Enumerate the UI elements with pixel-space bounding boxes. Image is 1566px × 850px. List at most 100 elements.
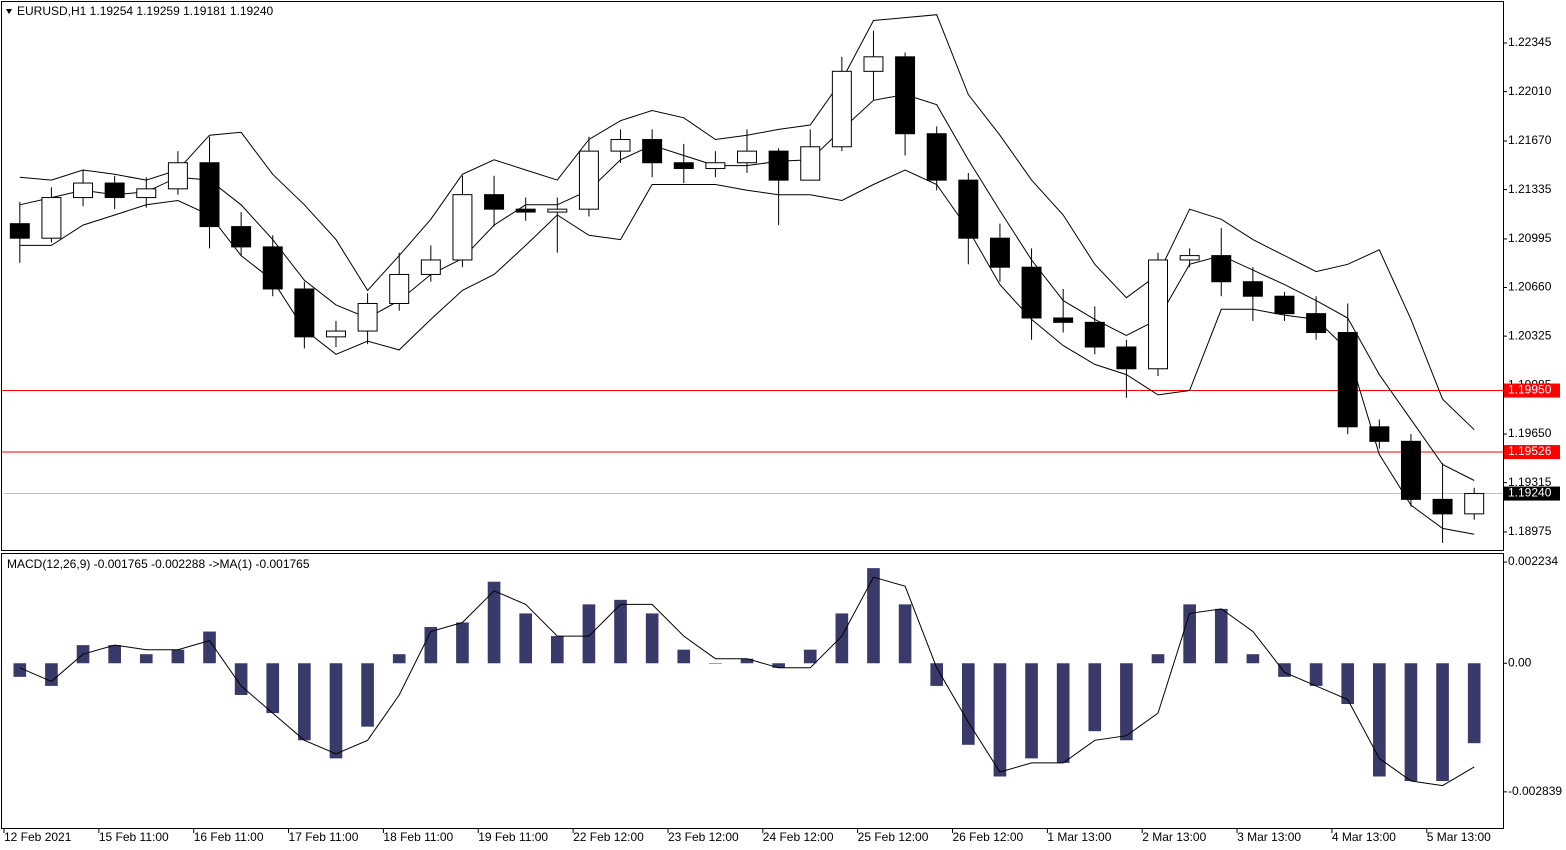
macd-bar	[1467, 663, 1481, 744]
x-tick-label: 19 Feb 11:00	[478, 830, 548, 844]
macd-bar	[266, 663, 280, 714]
macd-bar	[424, 627, 438, 664]
macd-bar	[1341, 663, 1355, 705]
candle-body	[1148, 259, 1169, 370]
candle-body	[1400, 440, 1421, 500]
y-tick-label: 0.00	[1508, 655, 1532, 669]
y-tick-label: 1.18975	[1508, 524, 1552, 538]
candle-body	[199, 162, 220, 228]
candle-body	[673, 162, 694, 170]
candle-body	[389, 273, 410, 304]
x-tick-label: 24 Feb 12:00	[763, 830, 834, 844]
chart-title: EURUSD,H1 1.19254 1.19259 1.19181 1.1924…	[17, 4, 274, 18]
candle-body	[705, 162, 726, 170]
symbol-menu-arrow[interactable]	[6, 9, 12, 14]
y-tick-label: 1.19650	[1508, 426, 1552, 440]
y-tick-label: 1.19315	[1508, 475, 1552, 489]
candle-body	[9, 223, 30, 239]
candle-body	[800, 146, 821, 181]
candle-body	[1337, 331, 1358, 428]
macd-bar	[645, 613, 659, 664]
x-tick-label: 16 Feb 11:00	[194, 830, 264, 844]
macd-bar	[961, 663, 975, 745]
candle-body	[515, 208, 536, 213]
main-panel-frame	[1, 1, 1504, 551]
y-tick-label: 1.21670	[1508, 133, 1552, 147]
macd-bar	[677, 649, 691, 664]
x-tick-label: 1 Mar 13:00	[1047, 830, 1111, 844]
x-tick-label: 2 Mar 13:00	[1142, 830, 1206, 844]
candle-body	[578, 150, 599, 210]
candle-body	[1306, 313, 1327, 333]
y-tick-label: 1.20995	[1508, 231, 1552, 245]
candle-body	[1211, 255, 1232, 283]
candle-body	[294, 288, 315, 338]
candle-body	[989, 237, 1010, 268]
candle-body	[452, 194, 473, 261]
macd-bar	[45, 663, 58, 686]
macd-bar	[1056, 663, 1070, 763]
candle-body	[325, 330, 346, 338]
candle-body	[420, 259, 441, 275]
candle-body	[484, 194, 505, 210]
macd-bar	[1436, 663, 1449, 782]
candle-body	[895, 56, 916, 135]
candle-body	[1242, 281, 1263, 297]
candle-body	[73, 182, 94, 199]
candle-body	[958, 179, 979, 239]
macd-panel-frame	[1, 553, 1504, 829]
macd-bar	[487, 581, 501, 664]
macd-bar	[740, 658, 754, 664]
macd-bar	[298, 663, 311, 741]
candle-body	[1369, 426, 1390, 442]
macd-bar	[1373, 663, 1386, 777]
y-tick-label: 1.21335	[1508, 182, 1552, 196]
macd-bar	[171, 649, 185, 664]
x-tick-label: 18 Feb 11:00	[383, 830, 453, 844]
macd-bar	[1025, 663, 1038, 759]
candle-body	[642, 139, 663, 164]
candle-body	[1084, 321, 1105, 348]
level-price-label: 1.19526	[1508, 444, 1552, 458]
candle-body	[863, 56, 884, 72]
y-tick-label: 1.20325	[1508, 328, 1552, 342]
candle-body	[1053, 317, 1074, 323]
macd-bar	[456, 622, 469, 664]
macd-bar	[1120, 663, 1133, 741]
candle-body	[926, 133, 947, 181]
x-tick-label: 3 Mar 13:00	[1237, 830, 1301, 844]
macd-bar	[867, 568, 880, 664]
candle-body	[1116, 346, 1137, 370]
candle-body	[104, 182, 125, 199]
macd-bar	[203, 631, 216, 664]
macd-bar	[772, 663, 785, 668]
candle-body	[547, 208, 568, 213]
last-price-box	[1504, 486, 1560, 501]
candle-body	[41, 197, 62, 239]
macd-bar	[392, 654, 406, 664]
x-tick-label: 15 Feb 11:00	[99, 830, 169, 844]
candle-body	[1179, 255, 1200, 261]
macd-bar	[550, 636, 564, 664]
candle-body	[167, 162, 188, 190]
macd-bar	[993, 663, 1007, 777]
macd-bar	[519, 613, 533, 664]
level-price-box	[1504, 383, 1560, 398]
macd-bar	[361, 663, 374, 727]
x-tick-label: 4 Mar 13:00	[1332, 830, 1396, 844]
macd-bar	[582, 604, 596, 664]
macd-bar	[614, 599, 627, 664]
y-tick-label: -0.002839	[1508, 784, 1562, 798]
macd-bar	[1151, 654, 1165, 664]
x-tick-label: 5 Mar 13:00	[1427, 830, 1491, 844]
y-tick-label: 1.22010	[1508, 84, 1552, 98]
level-price-label: 1.19950	[1508, 383, 1552, 397]
macd-bar	[234, 663, 248, 695]
candle-body	[737, 150, 757, 164]
macd-bar	[13, 663, 27, 677]
level-price-box	[1504, 445, 1560, 460]
macd-bar	[329, 663, 343, 759]
candle-body	[262, 246, 283, 290]
macd-bar	[835, 613, 849, 664]
